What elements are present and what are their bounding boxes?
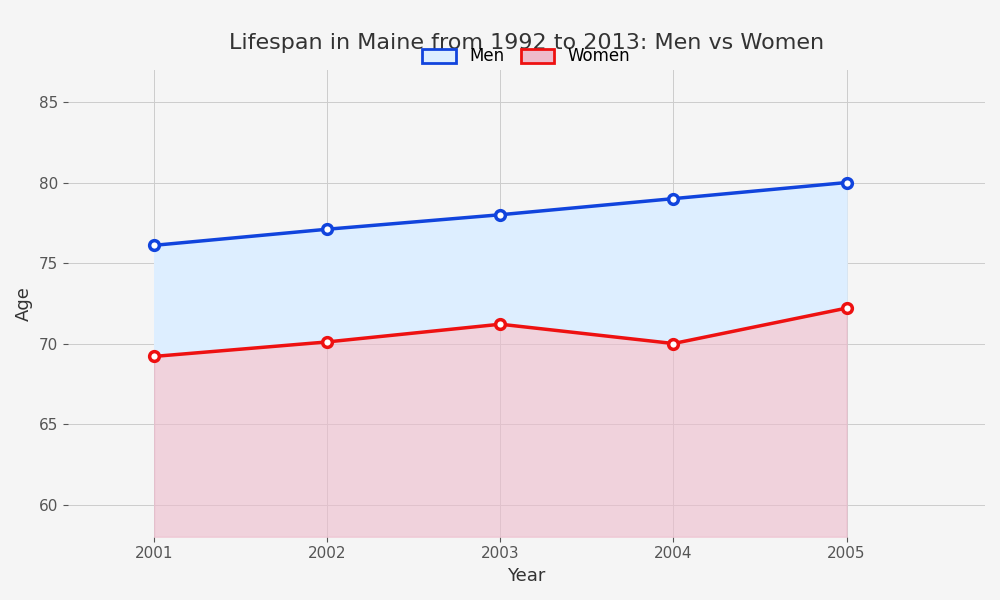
Title: Lifespan in Maine from 1992 to 2013: Men vs Women: Lifespan in Maine from 1992 to 2013: Men… [229,33,824,53]
X-axis label: Year: Year [507,567,546,585]
Y-axis label: Age: Age [15,286,33,321]
Legend: Men, Women: Men, Women [416,41,637,72]
